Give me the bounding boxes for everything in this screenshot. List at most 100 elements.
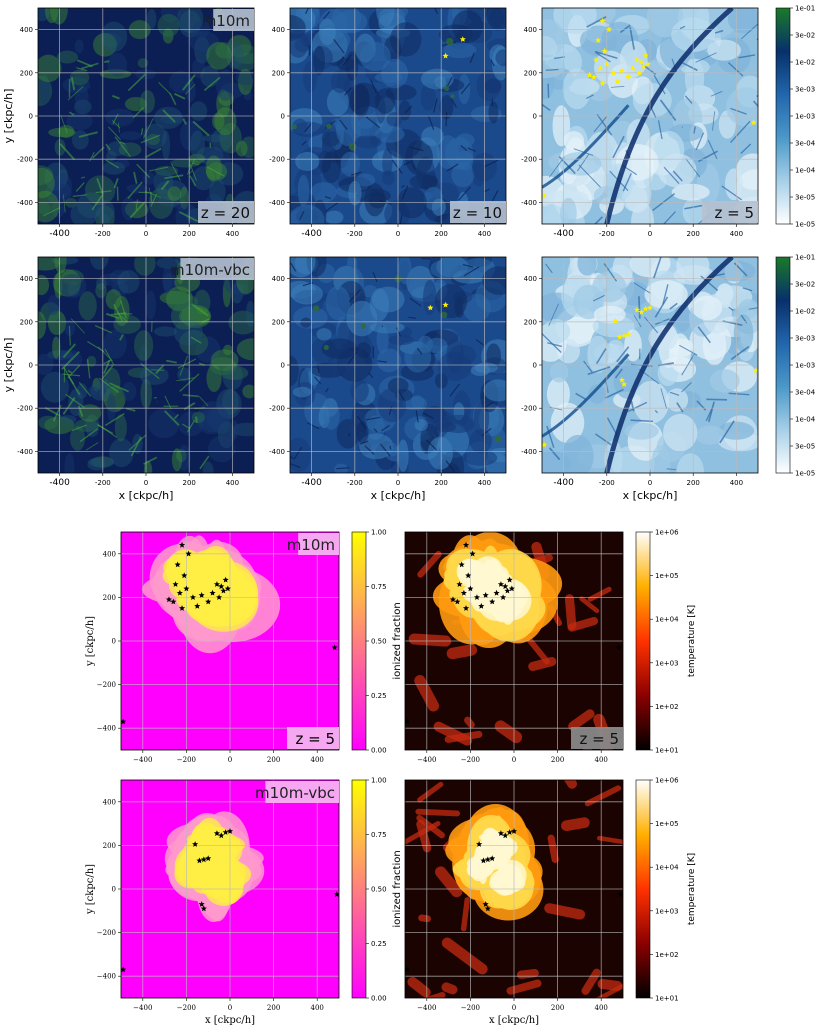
texture-blob: [179, 186, 189, 210]
filament: [304, 122, 313, 133]
colorbar-tick-label: 1e-02: [795, 308, 815, 316]
panel-label: m10m: [287, 536, 335, 554]
star-marker: [497, 830, 504, 836]
ionized-blob: [203, 823, 216, 854]
warm-filament: [516, 968, 539, 979]
texture-blob: [455, 150, 474, 171]
y-tick-label: 200: [524, 318, 537, 326]
texture-blob: [476, 70, 501, 102]
texture-blob: [71, 130, 89, 150]
texture-blob: [560, 197, 577, 224]
texture-blob: [196, 146, 224, 165]
y-axis-label: y [ckpc/h]: [2, 338, 15, 393]
y-tick-label: -200: [521, 156, 537, 164]
star-marker: [612, 317, 619, 324]
y-tick-label: 400: [524, 26, 537, 34]
texture-blob: [38, 311, 47, 340]
filament: [119, 334, 124, 341]
filament: [62, 397, 76, 415]
filament: [70, 77, 76, 91]
x-tick-label: 0: [512, 756, 516, 764]
texture-blob: [358, 433, 394, 460]
x-tick-label: 0: [144, 230, 148, 238]
texture-blob: [682, 197, 707, 224]
x-axis: -400 -200 0 200 400: [49, 473, 239, 488]
colorbar-tick-label: 1e+02: [655, 951, 679, 959]
star-marker: [205, 598, 212, 605]
texture-blob: [105, 108, 135, 127]
star-marker: [181, 572, 188, 579]
texture-blob: [671, 183, 710, 201]
filament: [660, 388, 668, 410]
texture-blob: [208, 435, 236, 463]
halo-green: [440, 311, 448, 319]
filament: [397, 388, 405, 401]
texture-blob: [47, 310, 67, 335]
star-marker: [586, 71, 593, 78]
ionized-colorbar-1: 1.00 0.75 0.50 0.25 0.00 ionized fraction: [351, 529, 403, 755]
texture-blob: [619, 40, 648, 78]
star-marker: [200, 905, 207, 912]
filament: [323, 11, 331, 20]
filament: [595, 348, 607, 365]
density-panel-5: -400 -200 0 200 400 -400 -200 0 200 400 x [ckpc/h]: [269, 256, 507, 502]
x-tick-label: −200: [461, 1004, 480, 1012]
filament: [198, 395, 209, 407]
x-axis-label: x [ckpc/h]: [489, 1015, 539, 1026]
filament: [738, 54, 756, 59]
filament: [62, 194, 66, 213]
texture-blob: [51, 257, 79, 265]
texture-blob: [374, 125, 405, 143]
x-tick-label: 400: [595, 1004, 608, 1012]
star-marker: [218, 583, 225, 590]
star-marker: [506, 576, 513, 583]
texture-blob: [624, 422, 659, 440]
filament: [458, 186, 471, 201]
texture-blob: [245, 300, 254, 328]
side-filament: [542, 104, 630, 189]
filament: [108, 126, 122, 141]
texture-blob: [211, 128, 233, 152]
filament: [333, 38, 345, 54]
filament: [70, 318, 85, 334]
colorbar-label: temperature [K]: [687, 853, 697, 925]
texture-blob: [135, 69, 156, 80]
ionized-colorbar-2: 1.00 0.75 0.50 0.25 0.00 ionized fraction: [351, 777, 403, 1003]
texture-blob: [78, 291, 97, 321]
texture-blob: [290, 437, 312, 472]
colorbar-tick-label: 0.00: [371, 995, 387, 1003]
star-marker: [121, 966, 127, 973]
y-tick-label: -200: [269, 156, 285, 164]
star-marker: [463, 605, 470, 611]
star-marker: [198, 901, 205, 907]
texture-blob: [38, 415, 58, 430]
side-filament: [542, 353, 630, 438]
filament: [729, 120, 751, 144]
texture-blob: [54, 257, 67, 274]
texture-blob: [76, 383, 88, 399]
texture-blob: [58, 168, 68, 185]
filament: [401, 184, 406, 188]
star-marker: [542, 192, 548, 199]
halo-green: [450, 94, 455, 99]
filament: [97, 424, 114, 435]
texture-blob: [692, 295, 723, 321]
x-tick-label: 400: [226, 230, 239, 238]
x-axis-label: x [ckpc/h]: [205, 1015, 255, 1026]
texture-blob: [336, 57, 356, 71]
colorbar-tick-label: 1e-04: [795, 416, 816, 424]
star-marker: [618, 67, 625, 74]
colorbar-label: temperature [K]: [687, 605, 697, 677]
texture-blob: [220, 365, 249, 380]
x-tick-label: 400: [730, 479, 743, 487]
redshift-label: z = 5: [579, 730, 619, 748]
filament: [188, 170, 193, 175]
redshift-label: z = 5: [295, 730, 335, 748]
density-map: [38, 8, 254, 224]
filament: [434, 8, 439, 15]
x-axis-label: x [ckpc/h]: [371, 489, 426, 502]
texture-blob: [61, 269, 84, 286]
filament: [130, 436, 142, 457]
x-tick-label: −400: [417, 756, 436, 764]
label-box: [265, 781, 339, 803]
